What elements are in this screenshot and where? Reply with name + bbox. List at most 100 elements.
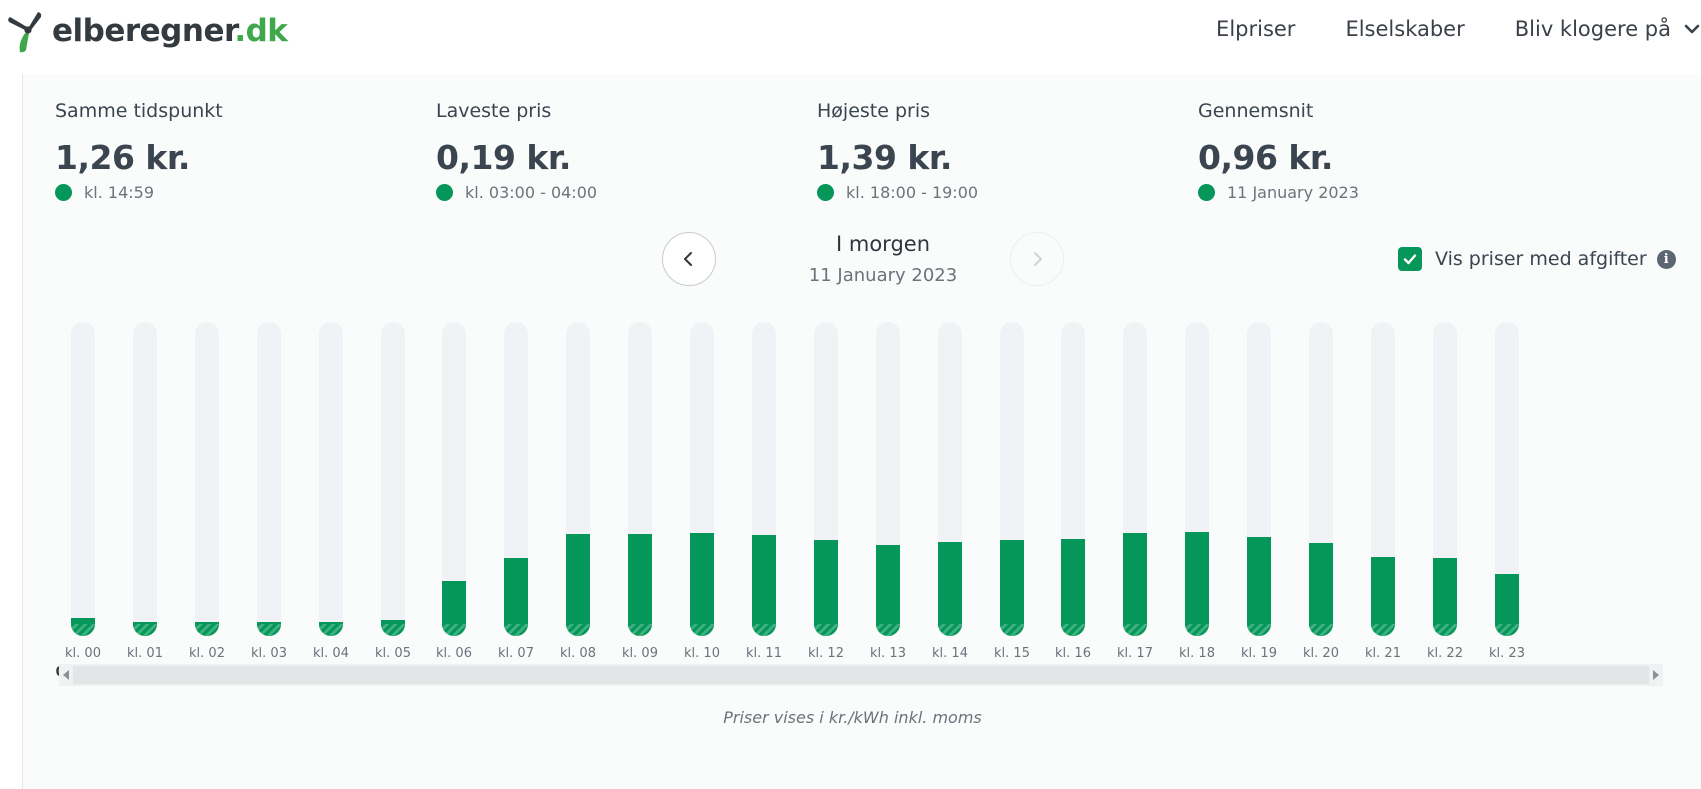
bar-track <box>566 322 590 636</box>
bar-track <box>381 322 405 636</box>
bar-track <box>1247 322 1271 636</box>
stat-label: Gennemsnit <box>1198 100 1314 122</box>
price-bar[interactable] <box>814 322 838 636</box>
bar-hatch-cap <box>1185 624 1209 636</box>
price-panel: Samme tidspunkt 1,26 kr. kl. 14:59 Laves… <box>22 74 1701 789</box>
status-dot-icon <box>817 184 834 201</box>
day-date: 11 January 2023 <box>808 265 958 286</box>
hour-label: kl. 08 <box>560 646 596 661</box>
bar-hatch-cap <box>1371 624 1395 636</box>
hour-label: kl. 12 <box>808 646 844 661</box>
stat-average: Gennemsnit 0,96 kr. 11 January 2023 <box>1198 100 1578 202</box>
bar-hatch-cap <box>1123 624 1147 636</box>
hour-label: kl. 03 <box>251 646 287 661</box>
price-bar[interactable] <box>1309 322 1333 636</box>
bar-track <box>1309 322 1333 636</box>
wind-turbine-icon <box>8 12 42 53</box>
previous-day-button[interactable] <box>662 232 716 286</box>
site-logo[interactable]: elberegner.dk <box>4 8 288 54</box>
price-bar[interactable] <box>1371 322 1395 636</box>
tax-checkbox[interactable] <box>1398 247 1422 271</box>
bar-hatch-cap <box>566 624 590 636</box>
price-bar[interactable] <box>1495 322 1519 636</box>
bar-hatch-cap <box>133 624 157 636</box>
bar-track <box>133 322 157 636</box>
price-bar[interactable] <box>1247 322 1271 636</box>
price-bar[interactable] <box>752 322 776 636</box>
bar-hatch-cap <box>1433 624 1457 636</box>
nav-item-bliv-klogere[interactable]: Bliv klogere på <box>1515 17 1701 41</box>
stat-lowest: Laveste pris 0,19 kr. kl. 03:00 - 04:00 <box>436 100 816 202</box>
nav-item-elselskaber[interactable]: Elselskaber <box>1345 17 1465 41</box>
bar-fill <box>1061 539 1085 636</box>
stat-value: 1,39 kr. <box>817 138 952 177</box>
bar-track <box>752 322 776 636</box>
stat-sub: kl. 18:00 - 19:00 <box>817 183 1197 202</box>
bar-hatch-cap <box>257 624 281 636</box>
bar-hatch-cap <box>876 624 900 636</box>
hour-label: kl. 15 <box>994 646 1030 661</box>
price-footnote: Priser vises i kr./kWh inkl. moms <box>723 708 982 727</box>
price-bar[interactable] <box>566 322 590 636</box>
info-icon[interactable]: i <box>1656 249 1676 269</box>
stat-label: Samme tidspunkt <box>55 100 223 122</box>
price-bar[interactable] <box>381 322 405 636</box>
price-bar[interactable] <box>1061 322 1085 636</box>
hour-label: kl. 10 <box>684 646 720 661</box>
bar-fill <box>938 542 962 636</box>
price-bar[interactable] <box>1000 322 1024 636</box>
price-bar[interactable] <box>1185 322 1209 636</box>
bar-fill <box>1247 537 1271 636</box>
nav-item-elpriser[interactable]: Elpriser <box>1216 17 1296 41</box>
price-bar[interactable] <box>938 322 962 636</box>
bar-track <box>442 322 466 636</box>
stat-sub: 11 January 2023 <box>1198 183 1578 202</box>
bar-fill <box>814 540 838 636</box>
hour-label: kl. 16 <box>1055 646 1091 661</box>
hour-label: kl. 13 <box>870 646 906 661</box>
stat-highest: Højeste pris 1,39 kr. kl. 18:00 - 19:00 <box>817 100 1197 202</box>
price-bar[interactable] <box>195 322 219 636</box>
tax-toggle-label[interactable]: Vis priser med afgifter <box>1435 248 1647 270</box>
bar-track <box>195 322 219 636</box>
next-day-button[interactable] <box>1010 232 1064 286</box>
status-dot-icon <box>436 184 453 201</box>
bar-hatch-cap <box>1061 624 1085 636</box>
hour-label: kl. 19 <box>1241 646 1277 661</box>
bar-fill <box>1185 532 1209 636</box>
bar-hatch-cap <box>628 624 652 636</box>
bar-fill <box>566 534 590 636</box>
bar-hatch-cap <box>1495 624 1519 636</box>
bar-fill <box>1123 533 1147 636</box>
hour-label: kl. 01 <box>127 646 163 661</box>
hour-label: kl. 17 <box>1117 646 1153 661</box>
hour-label: kl. 00 <box>65 646 101 661</box>
chart-scrollbar[interactable] <box>59 664 1663 686</box>
price-bar[interactable] <box>257 322 281 636</box>
hour-label: kl. 22 <box>1427 646 1463 661</box>
scroll-right-arrow-icon[interactable] <box>1653 670 1659 680</box>
price-bar[interactable] <box>442 322 466 636</box>
price-bar[interactable] <box>133 322 157 636</box>
stat-sub: kl. 03:00 - 04:00 <box>436 183 816 202</box>
bar-hatch-cap <box>71 624 95 636</box>
price-bar[interactable] <box>319 322 343 636</box>
hour-label: kl. 07 <box>498 646 534 661</box>
scroll-left-arrow-icon[interactable] <box>63 670 69 680</box>
hour-label: kl. 06 <box>436 646 472 661</box>
scroll-thumb[interactable] <box>73 666 1649 684</box>
price-bar[interactable] <box>504 322 528 636</box>
bar-hatch-cap <box>752 624 776 636</box>
hour-label: kl. 11 <box>746 646 782 661</box>
price-bar[interactable] <box>628 322 652 636</box>
price-bar[interactable] <box>690 322 714 636</box>
bar-hatch-cap <box>195 624 219 636</box>
logo-text: elberegner.dk <box>52 13 288 49</box>
bar-fill <box>1000 540 1024 636</box>
hour-label: kl. 23 <box>1489 646 1525 661</box>
price-bar[interactable] <box>71 322 95 636</box>
price-bar[interactable] <box>1433 322 1457 636</box>
price-bar[interactable] <box>876 322 900 636</box>
price-bar[interactable] <box>1123 322 1147 636</box>
bar-fill <box>1433 558 1457 636</box>
